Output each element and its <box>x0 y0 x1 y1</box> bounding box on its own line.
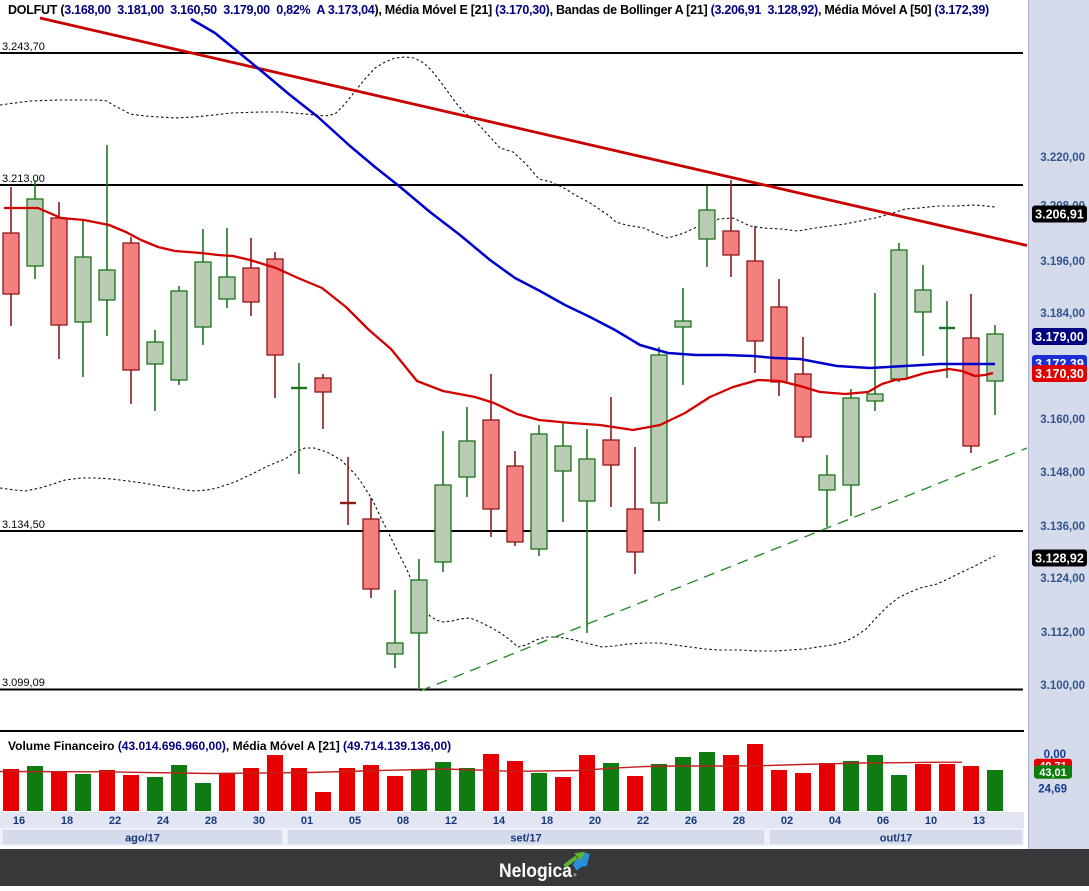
svg-text:3.213,00: 3.213,00 <box>2 173 45 185</box>
svg-text:14: 14 <box>493 815 506 827</box>
svg-text:13: 13 <box>973 815 985 827</box>
svg-text:3.112,00: 3.112,00 <box>1041 627 1085 639</box>
svg-text:10: 10 <box>925 815 937 827</box>
svg-text:28: 28 <box>205 815 217 827</box>
svg-text:3.099,09: 3.099,09 <box>2 677 45 689</box>
svg-text:16: 16 <box>13 815 25 827</box>
svg-text:DOLFUT (3.168,00 3.181,00 3.: DOLFUT (3.168,00 3.181,00 3.160,50 3.179… <box>8 3 989 17</box>
svg-text:3.206,91: 3.206,91 <box>1035 208 1084 222</box>
svg-text:3.134,50: 3.134,50 <box>2 519 45 531</box>
svg-text:26: 26 <box>685 815 697 827</box>
svg-text:3.220,00: 3.220,00 <box>1040 152 1085 164</box>
svg-text:Volume Financeiro (43.014.696.: Volume Financeiro (43.014.696.960,00), M… <box>8 739 451 753</box>
svg-text:20: 20 <box>589 815 601 827</box>
svg-text:18: 18 <box>541 815 553 827</box>
svg-text:24,69: 24,69 <box>1038 784 1067 796</box>
svg-text:3.196,00: 3.196,00 <box>1040 256 1085 268</box>
svg-text:Nelogica: Nelogica <box>499 861 572 882</box>
svg-text:12: 12 <box>445 815 457 827</box>
svg-text:3.243,70: 3.243,70 <box>2 41 45 53</box>
svg-text:3.124,00: 3.124,00 <box>1040 573 1085 585</box>
svg-text:22: 22 <box>637 815 649 827</box>
svg-text:06: 06 <box>877 815 889 827</box>
svg-text:24: 24 <box>157 815 170 827</box>
svg-text:02: 02 <box>781 815 793 827</box>
svg-text:3.160,00: 3.160,00 <box>1040 414 1085 426</box>
svg-text:22: 22 <box>109 815 121 827</box>
svg-text:05: 05 <box>349 815 361 827</box>
svg-text:3.128,92: 3.128,92 <box>1035 552 1084 566</box>
svg-text:43,01: 43,01 <box>1039 767 1067 779</box>
svg-text:3.170,30: 3.170,30 <box>1035 367 1084 381</box>
svg-text:0,00: 0,00 <box>1044 749 1066 761</box>
svg-text:01: 01 <box>301 815 313 827</box>
svg-text:3.148,00: 3.148,00 <box>1040 467 1085 479</box>
svg-text:30: 30 <box>253 815 265 827</box>
svg-text:3.100,00: 3.100,00 <box>1040 680 1085 692</box>
svg-text:28: 28 <box>733 815 745 827</box>
svg-text:08: 08 <box>397 815 409 827</box>
svg-text:set/17: set/17 <box>510 833 541 845</box>
svg-text:out/17: out/17 <box>880 833 912 845</box>
svg-text:3.179,00: 3.179,00 <box>1035 330 1084 344</box>
svg-text:18: 18 <box>61 815 73 827</box>
svg-text:ago/17: ago/17 <box>125 833 160 845</box>
svg-text:04: 04 <box>829 815 842 827</box>
svg-text:3.184,00: 3.184,00 <box>1040 308 1085 320</box>
svg-text:3.136,00: 3.136,00 <box>1040 521 1085 533</box>
